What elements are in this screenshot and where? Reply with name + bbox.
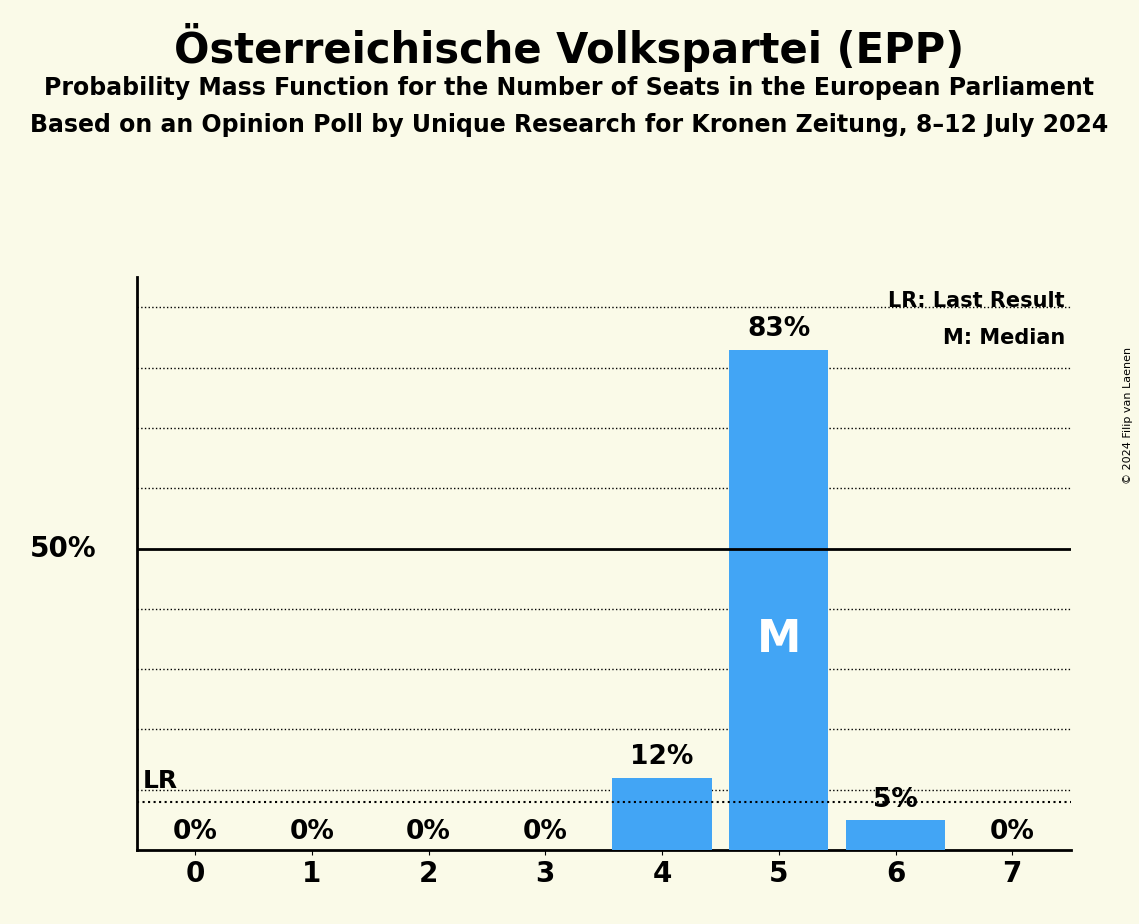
- Bar: [846, 820, 945, 850]
- Text: M: M: [756, 618, 801, 662]
- Text: 0%: 0%: [523, 820, 567, 845]
- Text: 5%: 5%: [874, 786, 918, 813]
- Text: 83%: 83%: [747, 316, 811, 342]
- Text: 0%: 0%: [990, 820, 1034, 845]
- Bar: [613, 778, 712, 850]
- Text: 0%: 0%: [407, 820, 451, 845]
- Text: 0%: 0%: [173, 820, 218, 845]
- Text: 0%: 0%: [289, 820, 334, 845]
- Text: LR: Last Result: LR: Last Result: [888, 291, 1065, 311]
- Text: Österreichische Volkspartei (EPP): Österreichische Volkspartei (EPP): [174, 23, 965, 72]
- Text: Based on an Opinion Poll by Unique Research for Kronen Zeitung, 8–12 July 2024: Based on an Opinion Poll by Unique Resea…: [31, 113, 1108, 137]
- Text: 50%: 50%: [31, 535, 97, 563]
- Text: M: Median: M: Median: [943, 327, 1065, 347]
- Text: Probability Mass Function for the Number of Seats in the European Parliament: Probability Mass Function for the Number…: [44, 76, 1095, 100]
- Text: 12%: 12%: [630, 745, 694, 771]
- Text: © 2024 Filip van Laenen: © 2024 Filip van Laenen: [1123, 347, 1133, 484]
- Bar: [729, 349, 828, 850]
- Text: LR: LR: [142, 769, 178, 793]
